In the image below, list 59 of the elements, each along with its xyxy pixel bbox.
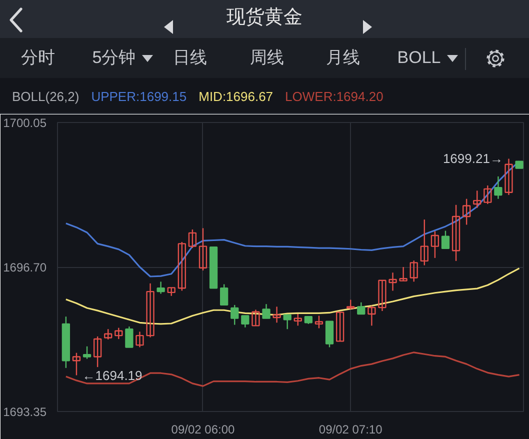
candlestick <box>178 241 186 292</box>
candlestick <box>294 313 302 326</box>
text: 周线 <box>250 47 284 69</box>
candlestick <box>368 305 376 326</box>
candlestick <box>441 230 450 250</box>
candlestick <box>473 190 482 209</box>
candlestick <box>336 312 344 342</box>
candlestick <box>346 299 355 310</box>
candlestick <box>146 282 154 338</box>
candlestick <box>420 218 428 266</box>
candlestick <box>430 230 440 259</box>
text: 日线 <box>173 47 207 69</box>
candlestick <box>262 303 270 319</box>
text: LOWER:1694.20 <box>285 89 384 104</box>
candlestick <box>230 304 239 326</box>
candlestick <box>378 280 386 312</box>
candlestick <box>104 328 112 340</box>
candlestick <box>452 204 460 262</box>
candlestick <box>125 326 134 348</box>
candlestick <box>241 315 250 328</box>
candlestick <box>272 306 281 324</box>
candlestick <box>114 327 123 340</box>
x-tick-label: 09/02 07:10 <box>318 422 383 436</box>
candlestick <box>462 198 471 226</box>
candlestick <box>325 320 334 348</box>
x-tick-label: 09/02 06:00 <box>171 422 236 436</box>
candlestick <box>399 266 408 282</box>
candlestick <box>252 309 260 326</box>
candlestick <box>388 272 397 292</box>
candlestick <box>136 331 144 348</box>
y-tick-label: 1696.70 <box>3 260 47 274</box>
candlestick <box>188 228 197 249</box>
annotation: 1699.21→ <box>442 151 503 166</box>
line-series <box>65 267 520 325</box>
chart-title: 现货黄金 <box>0 0 529 36</box>
candlestick <box>220 284 228 306</box>
text: 5分钟 <box>92 47 136 69</box>
candlestick <box>504 158 513 196</box>
candlestick <box>314 315 324 329</box>
text: 分时 <box>21 47 55 69</box>
legend-title: BOLL(26,2) <box>12 89 80 104</box>
annotation: ←1694.19 <box>82 368 142 383</box>
candlestick <box>72 352 81 376</box>
candlestick <box>93 336 102 368</box>
candlestick <box>82 346 92 360</box>
candlestick <box>410 260 418 282</box>
candlestick <box>198 228 208 272</box>
candlestick <box>494 176 502 200</box>
text: MID:1696.67 <box>198 89 274 104</box>
candlestick <box>484 184 492 205</box>
text: 月线 <box>326 47 360 69</box>
text: BOLL <box>397 47 441 69</box>
line-series <box>65 352 520 387</box>
text: UPPER:1699.15 <box>91 89 187 104</box>
y-tick-label: 1693.35 <box>3 405 47 419</box>
candlestick <box>283 314 292 330</box>
candlestick <box>357 302 366 315</box>
candlestick <box>156 281 165 294</box>
y-tick-label: 1700.05 <box>3 116 47 130</box>
